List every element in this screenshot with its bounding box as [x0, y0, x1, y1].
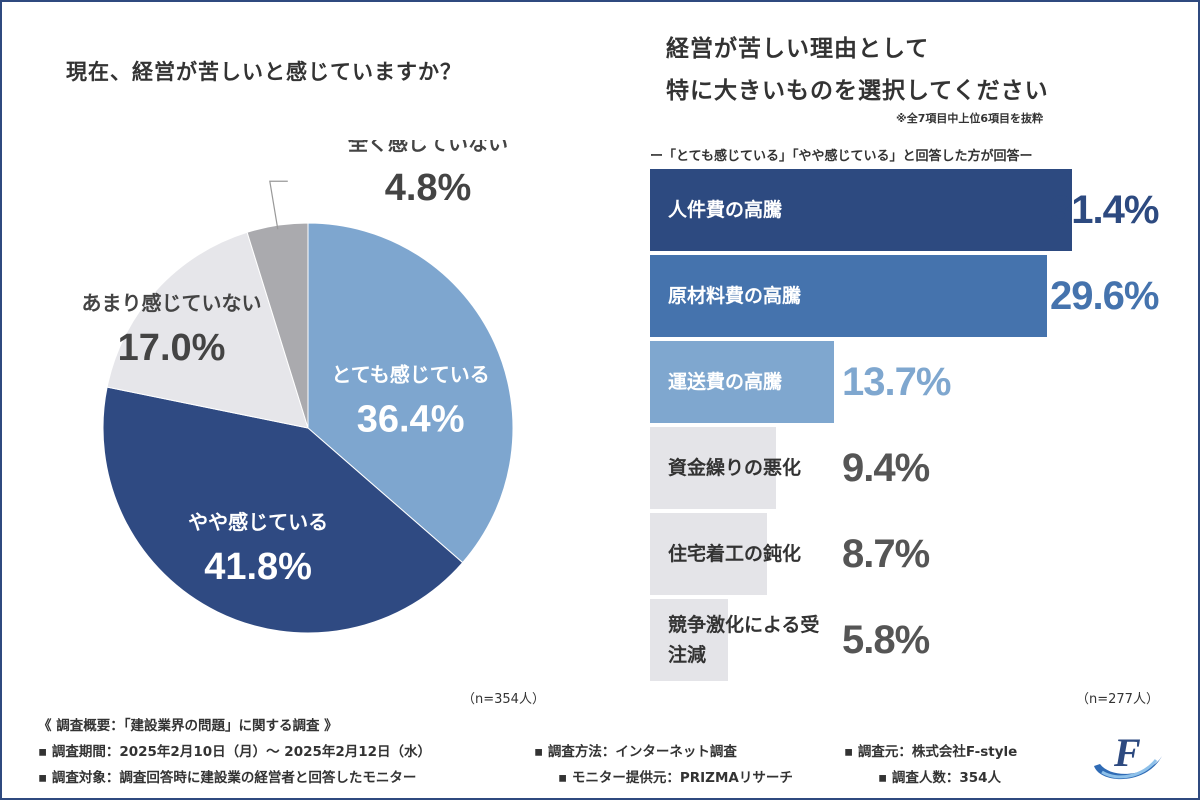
company-logo: F: [1094, 730, 1162, 780]
pie-slice-not-much: [106, 231, 309, 429]
bar-label-4: 資金繰りの悪化: [668, 457, 802, 479]
survey-period: ▪ 調査期間：2025年2月10日（月）～ 2025年2月12日（水）: [38, 744, 432, 760]
bar-1: [650, 169, 1072, 251]
bar-value-6: 5.8%: [842, 617, 930, 662]
bar-title-line-2: 特に大きいものを選択してください: [666, 78, 1049, 104]
pie-label-somewhat: やや感じている: [188, 510, 328, 534]
bar-2: [650, 255, 1048, 337]
survey-method: ▪ 調査方法：インターネット調査: [534, 744, 737, 760]
overview-heading: 《 調査概要：「建設業界の問題」に関する調査 》: [38, 718, 338, 734]
survey-target: ▪ 調査対象：調査回答時に建設業の経営者と回答したモニター: [38, 770, 417, 786]
pie-sample-size: （n=354人）: [462, 692, 545, 707]
survey-overview: 《 調査概要：「建設業界の問題」に関する調査 》 ▪ 調査期間：2025年2月1…: [38, 714, 1088, 792]
pie-value-very: 36.4%: [357, 398, 465, 440]
pie-value-somewhat: 41.8%: [204, 546, 312, 588]
pie-label-not-much: あまり感じていない: [82, 291, 262, 315]
bar-title-line-1: 経営が苦しい理由として: [666, 36, 930, 62]
bar-value-4: 9.4%: [842, 445, 930, 490]
logo-letter: F: [1113, 730, 1141, 775]
pie-slice-somewhat: [102, 386, 464, 634]
pie-slice-very: [307, 222, 514, 564]
survey-count: ▪ 調査人数：354人: [878, 770, 1002, 786]
pie-label-not-at-all: 全く感じていない: [347, 140, 508, 155]
bar-chart-title: 経営が苦しい理由として 特に大きいものを選択してください: [666, 28, 1186, 112]
bar-chart-note: ※全7項目中上位6項目を抜粋: [896, 112, 1044, 125]
bar-3: [650, 341, 834, 423]
pie-chart-title: 現在、経営が苦しいと感じていますか？: [66, 60, 462, 84]
bar-row: 資金繰りの悪化 9.4%: [650, 427, 1190, 509]
bar-value-1: 31.4%: [1050, 187, 1159, 232]
bar-row: 住宅着工の鈍化 8.7%: [650, 513, 1190, 595]
pie-label-very: とても感じている: [331, 362, 489, 386]
bar-sample-size: （n=277人）: [1076, 692, 1159, 707]
pie-leader-line: [269, 180, 288, 230]
bar-row: 原材料費の高騰 29.6%: [650, 255, 1190, 337]
bar-label-2: 原材料費の高騰: [668, 285, 802, 307]
bar-chart-subtitle: ー「とても感じている」「やや感じている」と回答した方が回答ー: [650, 149, 1033, 164]
pie-chart: とても感じている 36.4% やや感じている 41.8% あまり感じていない 17.0% 全…: [82, 140, 514, 634]
bar-label-1: 人件費の高騰: [668, 199, 783, 221]
bar-label-6: 競争激化による受注減: [668, 614, 820, 666]
bar-4: [650, 427, 777, 509]
bar-label-3: 運送費の高騰: [668, 371, 783, 393]
bar-row: 競争激化による受注減 5.8%: [650, 599, 1190, 681]
bar-6: [650, 599, 728, 681]
bar-label-5: 住宅着工の鈍化: [668, 543, 802, 565]
bar-value-5: 8.7%: [842, 531, 930, 576]
bar-value-3: 13.7%: [841, 359, 951, 404]
pie-value-not-at-all: 4.8%: [385, 167, 472, 209]
bar-row: 人件費の高騰 31.4%: [650, 169, 1190, 251]
bar-row: 運送費の高騰 13.7%: [650, 341, 1190, 423]
bar-chart: 人件費の高騰 31.4% 原材料費の高騰 29.6% 運送費の高騰 13.7% 資金繰りの悪…: [650, 169, 1190, 685]
bar-value-2: 29.6%: [1050, 273, 1159, 318]
survey-source: ▪ 調査元：株式会社F-style: [844, 744, 1018, 760]
pie-value-not-much: 17.0%: [118, 327, 226, 369]
bar-5: [650, 513, 767, 595]
monitor-provider: ▪ モニター提供元：PRIZMAリサーチ: [558, 770, 793, 786]
